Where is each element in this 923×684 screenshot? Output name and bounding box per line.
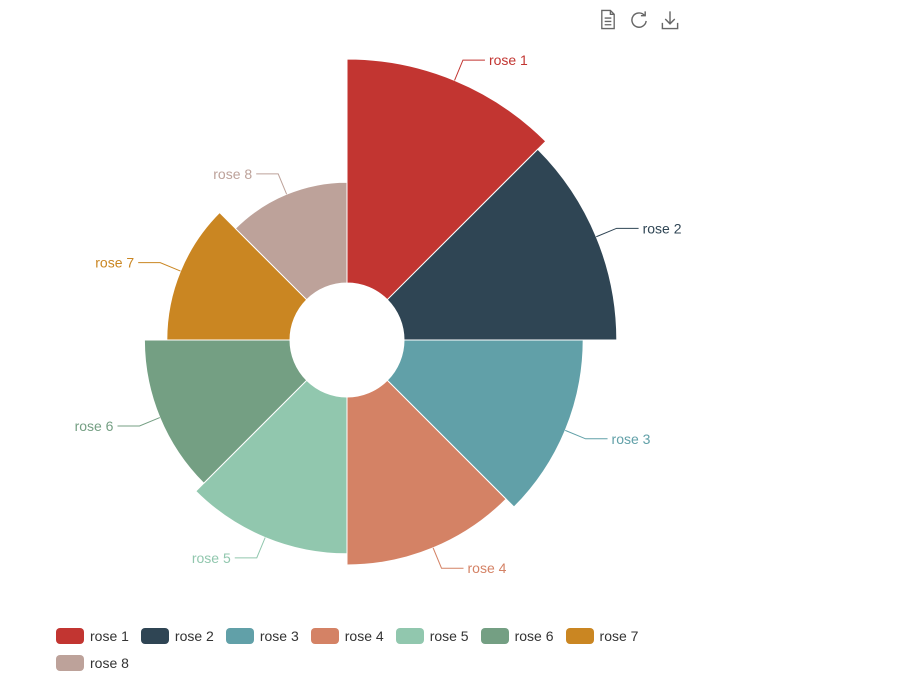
label-line-8 <box>256 173 288 195</box>
legend-label: rose 8 <box>90 655 129 671</box>
legend-swatch <box>225 628 254 644</box>
chart-legend: rose 1 rose 2 rose 3 rose 4 rose 5 rose 6 rose… <box>56 626 696 673</box>
legend-label: rose 3 <box>259 628 299 644</box>
legend-item-6[interactable]: rose 6 <box>480 626 554 646</box>
label-line-2 <box>596 227 639 238</box>
label-line-3 <box>565 429 608 440</box>
rose-sector-3[interactable] <box>386 339 584 508</box>
slice-label-5: rose 5 <box>192 550 231 566</box>
legend-swatch <box>480 628 509 644</box>
rose-sector-1[interactable] <box>346 58 547 301</box>
legend-item-3[interactable]: rose 3 <box>225 626 299 646</box>
refresh-icon[interactable] <box>629 8 649 32</box>
legend-label: rose 5 <box>429 628 469 644</box>
slice-label-1: rose 1 <box>489 52 528 68</box>
label-line-7 <box>138 262 181 272</box>
legend-swatch <box>140 628 169 644</box>
legend-swatch <box>56 628 84 644</box>
rose-sector-5[interactable] <box>195 379 348 555</box>
label-line-5 <box>234 537 266 559</box>
legend-label: rose 7 <box>599 628 639 644</box>
rose-sector-7[interactable] <box>166 211 308 341</box>
rose-sector-8[interactable] <box>234 181 348 301</box>
slice-label-6: rose 6 <box>75 418 114 434</box>
rose-sector-2[interactable] <box>386 148 618 341</box>
rose-sector-6[interactable] <box>143 339 308 484</box>
legend-swatch <box>310 628 339 644</box>
slice-label-8: rose 8 <box>213 166 252 182</box>
legend-item-2[interactable]: rose 2 <box>140 626 214 646</box>
legend-item-1[interactable]: rose 1 <box>56 626 129 646</box>
slice-label-3: rose 3 <box>612 431 651 447</box>
legend-item-4[interactable]: rose 4 <box>310 626 384 646</box>
legend-label: rose 6 <box>514 628 554 644</box>
slice-label-7: rose 7 <box>95 255 134 271</box>
legend-label: rose 1 <box>90 628 129 644</box>
rose-sector-4[interactable] <box>346 379 507 566</box>
download-icon[interactable] <box>660 8 680 32</box>
legend-swatch <box>56 655 84 671</box>
slice-label-2: rose 2 <box>643 220 682 236</box>
legend-swatch <box>565 628 594 644</box>
legend-item-5[interactable]: rose 5 <box>395 626 469 646</box>
legend-label: rose 2 <box>174 628 214 644</box>
toolbox <box>598 8 680 32</box>
legend-label: rose 4 <box>344 628 384 644</box>
slice-label-4: rose 4 <box>468 560 507 576</box>
legend-swatch <box>395 628 424 644</box>
label-line-6 <box>117 417 161 427</box>
legend-item-7[interactable]: rose 7 <box>565 626 639 646</box>
label-line-1 <box>454 59 485 81</box>
legend-item-8[interactable]: rose 8 <box>56 653 129 673</box>
label-line-4 <box>432 547 464 569</box>
document-icon[interactable] <box>598 8 618 32</box>
